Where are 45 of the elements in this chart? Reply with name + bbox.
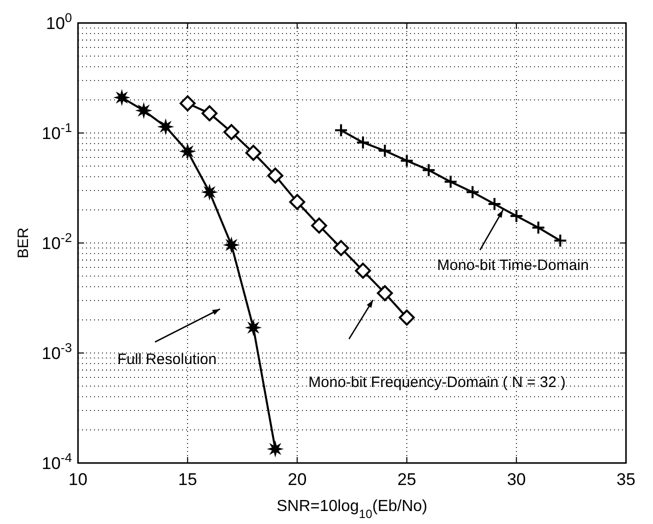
point: [202, 184, 217, 200]
x-tick-label: 30: [506, 470, 526, 489]
point: [422, 163, 436, 178]
point: [158, 119, 174, 134]
point: [180, 144, 195, 159]
point: [487, 197, 502, 212]
x-tick-label: 10: [68, 470, 88, 489]
point: [268, 442, 283, 456]
point: [136, 103, 152, 118]
point: [444, 174, 458, 189]
point: [223, 124, 240, 140]
point: [224, 238, 239, 252]
point: [356, 135, 370, 150]
y-tick-label: 10$^{-2}$: [42, 230, 72, 253]
point: [333, 240, 350, 256]
point: [400, 154, 414, 168]
x-axis-title: SNR=10log$_{10}$(Eb/No): [276, 498, 428, 521]
point: [531, 220, 546, 235]
point: [398, 310, 415, 326]
point: [354, 262, 371, 279]
y-tick-label: 10$^{-3}$: [42, 340, 72, 363]
point: [245, 144, 262, 161]
x-tick-label: 35: [616, 470, 636, 489]
point: [553, 234, 568, 248]
annotation: Mono-bit Time-Domain: [437, 257, 589, 274]
point: [246, 320, 261, 336]
point: [378, 144, 392, 158]
point: [114, 90, 130, 105]
x-tick-label: 25: [397, 470, 416, 489]
y-axis-title: BER: [15, 227, 32, 258]
annotation: Full Resolution: [117, 351, 217, 368]
point: [509, 208, 524, 223]
y-tick-label: 10$^{-4}$: [42, 450, 72, 473]
x-tick-label: 15: [178, 470, 198, 489]
point: [267, 168, 284, 184]
x-tick-label: 20: [288, 470, 307, 489]
point: [466, 185, 480, 200]
point: [180, 95, 196, 112]
y-tick-label: 10$^{0}$: [46, 10, 72, 33]
point: [311, 218, 328, 234]
point: [376, 285, 393, 302]
point: [289, 194, 306, 210]
point: [334, 123, 348, 138]
point: [202, 105, 218, 122]
y-tick-label: 10$^{-1}$: [42, 120, 72, 143]
